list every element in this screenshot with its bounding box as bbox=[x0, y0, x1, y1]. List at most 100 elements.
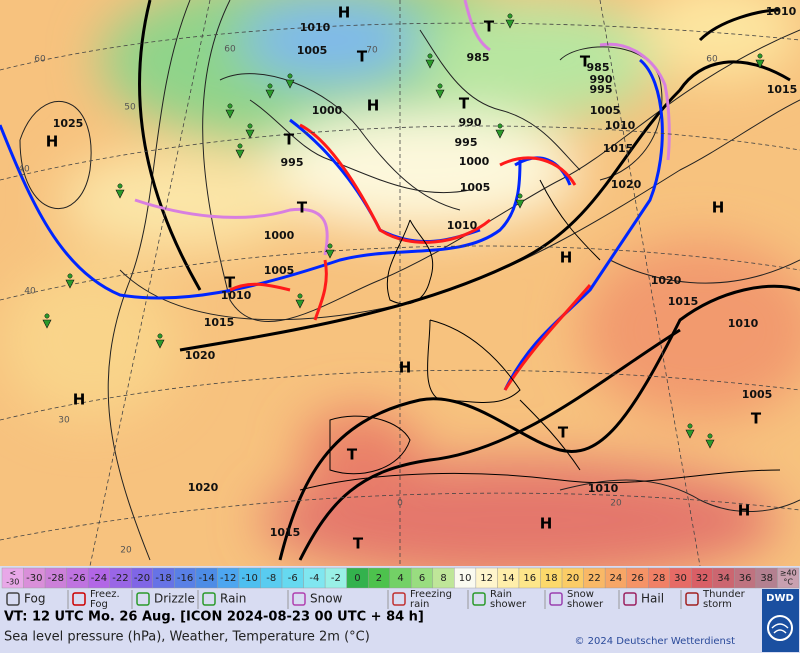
legend-label: rain bbox=[410, 599, 429, 610]
scale-label: 26 bbox=[631, 573, 644, 584]
pressure-label: 1010 bbox=[728, 317, 759, 330]
grid-label: 20 bbox=[610, 499, 622, 509]
scale-label: 34 bbox=[717, 573, 730, 584]
pressure-center: T bbox=[751, 410, 762, 428]
scale-label: -8 bbox=[266, 573, 276, 584]
pressure-label: 1010 bbox=[605, 119, 636, 132]
rain-dot bbox=[44, 313, 50, 319]
scale-label: -22 bbox=[112, 573, 128, 584]
pressure-label: 1000 bbox=[312, 104, 343, 117]
grid-label: 30 bbox=[58, 416, 70, 426]
rain-dot bbox=[327, 243, 333, 249]
shower-symbol bbox=[425, 59, 435, 69]
rain-dot bbox=[757, 53, 763, 59]
scale-cell bbox=[777, 567, 800, 589]
grid-label: 40 bbox=[18, 165, 30, 175]
scale-label: 16 bbox=[523, 573, 536, 584]
shower-symbol bbox=[115, 189, 125, 199]
pressure-center: H bbox=[46, 133, 59, 151]
pressure-center: T bbox=[225, 274, 236, 292]
scale-label: 4 bbox=[397, 573, 403, 584]
scale-label: 38 bbox=[760, 573, 773, 584]
scale-label: 20 bbox=[566, 573, 579, 584]
pressure-label: 1015 bbox=[204, 316, 235, 329]
pressure-label: 1015 bbox=[767, 83, 798, 96]
rain-dot bbox=[437, 83, 443, 89]
scale-label: 8 bbox=[440, 573, 446, 584]
scale-label: °C bbox=[783, 578, 793, 587]
legend-icon bbox=[72, 592, 86, 606]
legend-label: Hail bbox=[641, 592, 664, 606]
pressure-center: H bbox=[560, 249, 573, 267]
legend-label: Fog bbox=[24, 592, 45, 606]
pressure-label: 1015 bbox=[270, 526, 301, 539]
pressure-label: 995 bbox=[590, 83, 613, 96]
pressure-label: 1000 bbox=[459, 155, 490, 168]
graticule bbox=[0, 0, 800, 566]
pressure-label: 990 bbox=[459, 116, 482, 129]
legend-icon bbox=[685, 592, 699, 606]
weather-symbols bbox=[42, 13, 765, 449]
legend-label: Snow bbox=[567, 589, 594, 600]
scale-label: 28 bbox=[653, 573, 666, 584]
rain-dot bbox=[517, 193, 523, 199]
legend-label: Thunder bbox=[702, 589, 746, 600]
scale-label: 32 bbox=[696, 573, 709, 584]
coastlines bbox=[299, 179, 781, 491]
valid-time: VT: 12 UTC Mo. 26 Aug. [ICON 2024-08-23 … bbox=[4, 610, 424, 625]
scale-label: 6 bbox=[419, 573, 425, 584]
legend-icon bbox=[292, 592, 306, 606]
shower-symbol bbox=[42, 319, 52, 329]
pressure-center: H bbox=[712, 199, 725, 217]
pressure-center: T bbox=[484, 18, 495, 36]
pressure-label: 995 bbox=[455, 136, 478, 149]
rain-dot bbox=[267, 83, 273, 89]
legend-label: Rain bbox=[490, 589, 512, 600]
shower-symbol bbox=[265, 89, 275, 99]
legend-label: Rain bbox=[220, 592, 246, 606]
pressure-label: 985 bbox=[467, 51, 490, 64]
pressure-center: H bbox=[73, 391, 86, 409]
dwd-logo-text: DWD bbox=[766, 593, 794, 604]
legend-icon bbox=[623, 592, 637, 606]
copyright: © 2024 Deutscher Wetterdienst bbox=[574, 636, 735, 647]
pressure-label: 1005 bbox=[264, 264, 295, 277]
pressure-label: 1020 bbox=[185, 349, 216, 362]
scale-label: -24 bbox=[91, 573, 107, 584]
legend-label: shower bbox=[490, 599, 527, 610]
legend-label: Freezing bbox=[410, 589, 452, 600]
shower-symbol bbox=[515, 199, 525, 209]
rain-dot bbox=[117, 183, 123, 189]
pressure-label: 1005 bbox=[590, 104, 621, 117]
rain-dot bbox=[237, 143, 243, 149]
scale-label: 30 bbox=[674, 573, 687, 584]
grid-label: 60 bbox=[224, 45, 236, 55]
rain-dot bbox=[707, 433, 713, 439]
pressure-center: T bbox=[347, 446, 358, 464]
shower-symbol bbox=[505, 19, 515, 29]
shower-symbol bbox=[285, 79, 295, 89]
rain-dot bbox=[497, 123, 503, 129]
grid-label: 60 bbox=[706, 55, 718, 65]
pressure-label: 1015 bbox=[603, 142, 634, 155]
grid-label: 50 bbox=[124, 103, 136, 113]
pressure-label: 1005 bbox=[297, 44, 328, 57]
warm-front-2 bbox=[229, 259, 328, 321]
occluded-front bbox=[134, 0, 671, 256]
pressure-center: H bbox=[399, 359, 412, 377]
scale-label: 10 bbox=[459, 573, 472, 584]
scale-label: -26 bbox=[69, 573, 85, 584]
scale-label: 24 bbox=[610, 573, 623, 584]
scale-label: -18 bbox=[155, 573, 171, 584]
pressure-label: 985 bbox=[587, 61, 610, 74]
pressure-label: 1010 bbox=[221, 289, 252, 302]
legend-label: Fog bbox=[90, 599, 108, 610]
pressure-label: 1010 bbox=[588, 482, 619, 495]
rain-dot bbox=[157, 333, 163, 339]
dwd-logo-icon bbox=[767, 615, 793, 641]
scale-label: -30 bbox=[6, 578, 19, 587]
pressure-label: 1025 bbox=[53, 117, 84, 130]
scale-label: -28 bbox=[48, 573, 64, 584]
